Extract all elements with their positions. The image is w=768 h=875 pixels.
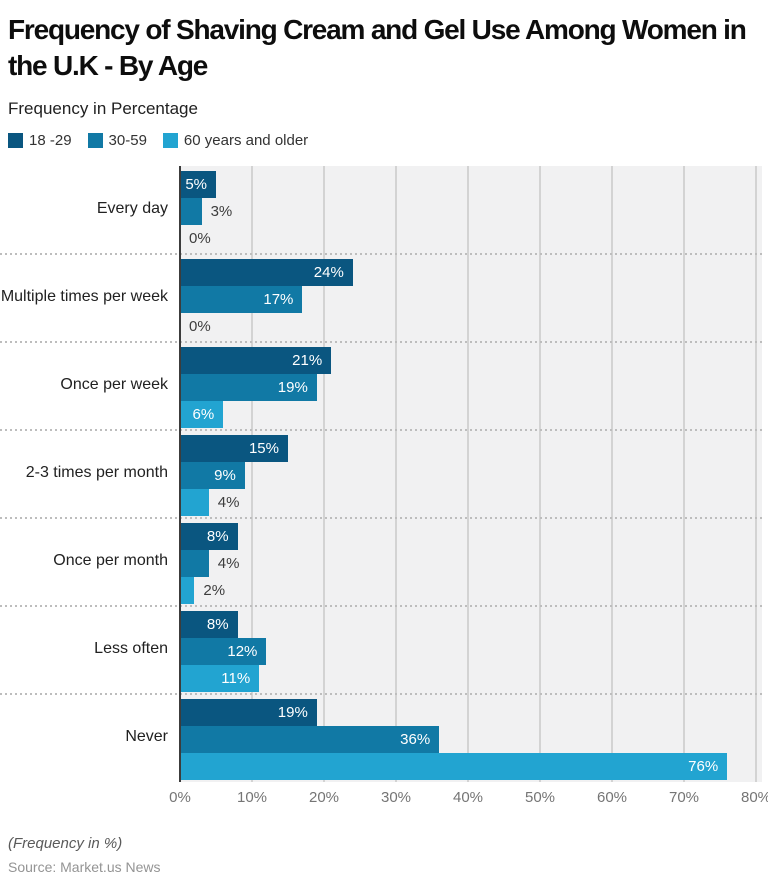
gridline bbox=[755, 165, 757, 782]
category-label: Less often bbox=[94, 640, 168, 658]
x-tick-label: 10% bbox=[236, 788, 268, 806]
page-title: Frequency of Shaving Cream and Gel Use A… bbox=[8, 14, 747, 81]
bar bbox=[180, 461, 245, 489]
chart-row: Multiple times per week 24% 17% 0% bbox=[0, 254, 762, 342]
bar bbox=[180, 698, 317, 726]
legend-item-label: 60 years and older bbox=[183, 132, 309, 150]
gridline bbox=[395, 165, 397, 782]
x-tick-label: 40% bbox=[452, 788, 484, 806]
row-separator bbox=[0, 692, 762, 695]
legend-item-1: 18 -29 bbox=[8, 132, 72, 149]
bar-value-label: 19% bbox=[277, 378, 308, 396]
bar bbox=[180, 610, 238, 638]
chart-row: 2-3 times per month 15% 9% 4% bbox=[0, 430, 762, 518]
gridline bbox=[683, 165, 685, 782]
bar-value-label: 4% bbox=[217, 554, 240, 572]
legend-swatch-icon bbox=[87, 133, 103, 149]
category-label: Once per week bbox=[60, 376, 168, 394]
source-credit: Source: Market.us News bbox=[8, 858, 161, 875]
bar bbox=[180, 576, 195, 604]
bar bbox=[180, 664, 260, 692]
chart-row: Every day 5% 3% 0% bbox=[0, 166, 762, 254]
bar bbox=[180, 522, 238, 550]
gridline bbox=[323, 165, 325, 782]
bar bbox=[180, 400, 224, 428]
bar bbox=[180, 549, 209, 577]
bar-value-label: 5% bbox=[185, 175, 207, 193]
bar-value-label: 9% bbox=[214, 466, 236, 484]
legend-item-3: 60 years and older bbox=[162, 132, 309, 150]
row-separator bbox=[0, 340, 762, 343]
bar bbox=[180, 197, 202, 225]
legend-item-label: 30-59 bbox=[108, 132, 147, 150]
bar-value-label: 2% bbox=[203, 581, 226, 599]
gridline bbox=[251, 165, 253, 782]
bar bbox=[180, 373, 317, 401]
chart-row: Less often 8% 12% 11% bbox=[0, 606, 762, 694]
bar-value-label: 19% bbox=[277, 703, 308, 721]
bar-value-label: 17% bbox=[263, 290, 294, 308]
gridline bbox=[467, 165, 469, 782]
bar-value-label: 3% bbox=[210, 202, 233, 220]
x-tick-label: 0% bbox=[169, 788, 191, 806]
bar-value-label: 4% bbox=[217, 493, 240, 511]
x-tick-label: 80% bbox=[740, 788, 768, 806]
category-label: Multiple times per week bbox=[0, 288, 168, 306]
bar-value-label: 6% bbox=[192, 405, 215, 423]
legend: 18 -29 30-59 60 years and older bbox=[8, 132, 768, 150]
x-tick-label: 20% bbox=[308, 788, 340, 806]
x-axis: 0% 10% 20% 30% 40% 50% 60% 70% 80% bbox=[0, 789, 768, 811]
bar bbox=[180, 346, 332, 374]
chart-row: Never 19% 36% 76% bbox=[0, 694, 762, 782]
bar-value-label: 15% bbox=[248, 439, 279, 457]
chart-row: Once per week 21% 19% 6% bbox=[0, 342, 762, 430]
legend-item-label: 18 -29 bbox=[29, 132, 72, 150]
category-label: 2-3 times per month bbox=[25, 464, 168, 482]
category-label: Once per month bbox=[53, 552, 168, 570]
row-separator bbox=[0, 252, 762, 255]
bar-value-label: 0% bbox=[189, 229, 211, 247]
bar bbox=[180, 752, 728, 780]
page-subtitle: Frequency in Percentage bbox=[8, 98, 198, 118]
category-label: Never bbox=[125, 728, 168, 746]
bar-value-label: 24% bbox=[313, 263, 344, 281]
chart-row: Once per month 8% 4% 2% bbox=[0, 518, 762, 606]
bar bbox=[180, 170, 216, 198]
y-axis-line bbox=[179, 165, 181, 782]
gridline bbox=[611, 165, 613, 782]
bar bbox=[180, 285, 303, 313]
legend-swatch-icon bbox=[8, 133, 23, 149]
x-tick-label: 70% bbox=[668, 788, 700, 806]
bar-value-label: 36% bbox=[400, 730, 431, 748]
legend-item-2: 30-59 bbox=[87, 132, 147, 150]
row-separator bbox=[0, 604, 762, 607]
bar bbox=[180, 434, 288, 462]
bar-value-label: 11% bbox=[221, 669, 251, 687]
legend-swatch-icon bbox=[162, 133, 178, 149]
chart-footnote: (Frequency in %) bbox=[8, 834, 123, 852]
category-label: Every day bbox=[96, 200, 168, 218]
row-separator bbox=[0, 428, 762, 431]
gridline bbox=[539, 165, 541, 782]
chart: Every day 5% 3% 0% Multiple times per week 24… bbox=[0, 165, 768, 782]
bar-value-label: 76% bbox=[688, 757, 719, 775]
bar bbox=[180, 725, 440, 753]
bar-value-label: 21% bbox=[292, 351, 323, 369]
bar-value-label: 8% bbox=[206, 615, 229, 633]
bar bbox=[180, 637, 267, 665]
bar-value-label: 8% bbox=[206, 527, 229, 545]
bar bbox=[180, 258, 353, 286]
x-tick-label: 60% bbox=[596, 788, 628, 806]
x-tick-label: 50% bbox=[524, 788, 556, 806]
row-separator bbox=[0, 516, 762, 519]
bar bbox=[180, 488, 209, 516]
x-tick-label: 30% bbox=[380, 788, 412, 806]
bar-value-label: 0% bbox=[189, 317, 211, 335]
bar-value-label: 12% bbox=[227, 642, 258, 660]
